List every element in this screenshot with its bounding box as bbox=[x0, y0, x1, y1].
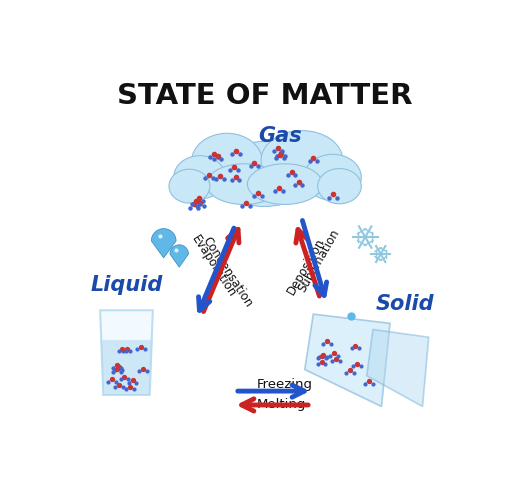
Ellipse shape bbox=[304, 154, 361, 200]
Polygon shape bbox=[151, 228, 176, 258]
Text: Sublimation: Sublimation bbox=[296, 226, 342, 294]
Polygon shape bbox=[100, 310, 153, 395]
Text: Evaporation: Evaporation bbox=[188, 233, 238, 300]
Polygon shape bbox=[305, 314, 390, 406]
Text: Deposition: Deposition bbox=[285, 236, 328, 297]
Ellipse shape bbox=[174, 156, 225, 199]
Text: Gas: Gas bbox=[258, 126, 302, 146]
Polygon shape bbox=[367, 330, 429, 406]
Text: Melting: Melting bbox=[256, 398, 306, 411]
Ellipse shape bbox=[247, 164, 322, 204]
Ellipse shape bbox=[206, 164, 282, 204]
Ellipse shape bbox=[169, 169, 210, 203]
Polygon shape bbox=[170, 245, 188, 267]
Text: Solid: Solid bbox=[376, 294, 435, 314]
Ellipse shape bbox=[261, 130, 343, 190]
Polygon shape bbox=[101, 340, 152, 395]
Ellipse shape bbox=[191, 134, 263, 190]
Text: Condensation: Condensation bbox=[200, 234, 255, 310]
Text: STATE OF MATTER: STATE OF MATTER bbox=[117, 82, 412, 110]
Text: Freezing: Freezing bbox=[256, 378, 313, 392]
Ellipse shape bbox=[318, 168, 361, 204]
Ellipse shape bbox=[215, 142, 314, 206]
Text: Liquid: Liquid bbox=[90, 275, 163, 295]
